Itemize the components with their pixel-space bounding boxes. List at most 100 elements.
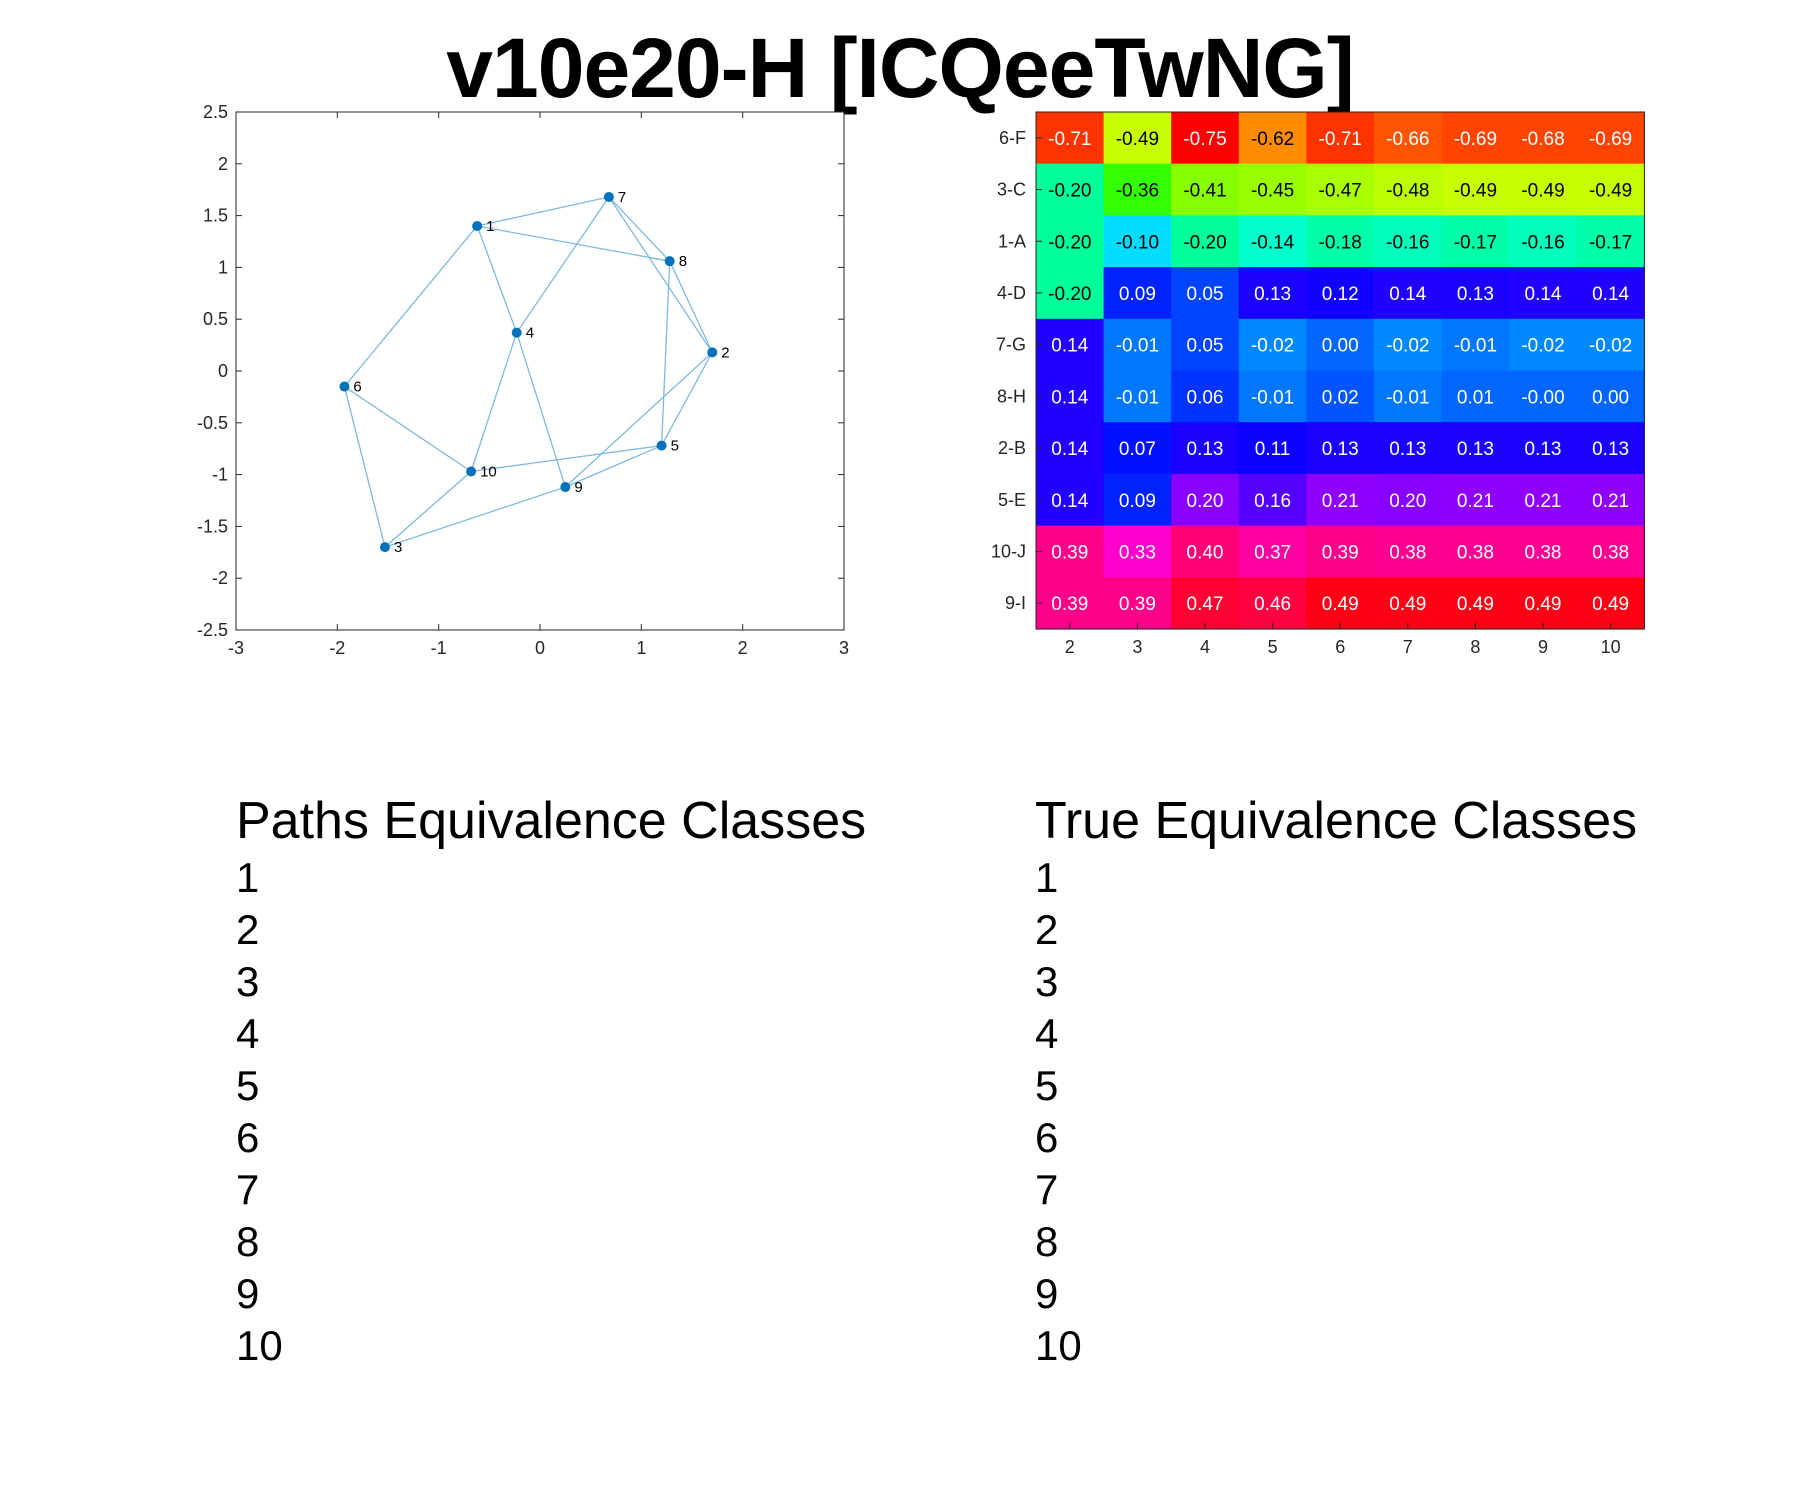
heatmap-cell: [1171, 422, 1240, 475]
graph-node: [379, 542, 390, 553]
heatmap-cell: [1036, 267, 1105, 320]
heatmap-cell-value: 0.21: [1457, 491, 1494, 512]
graph-edge: [344, 386, 472, 473]
heatmap-cell: [1036, 422, 1105, 475]
heatmap-cell: [1576, 525, 1645, 578]
graph-edge: [343, 386, 386, 548]
heatmap-cell-value: -0.47: [1319, 181, 1362, 202]
graph-node-label: 1: [486, 218, 494, 235]
heatmap-cell-value: 0.39: [1322, 542, 1359, 563]
heatmap-cell-value: 0.46: [1254, 594, 1291, 615]
true-class-item: 4: [1035, 1010, 1059, 1057]
heatmap-cell-value: -0.49: [1521, 181, 1564, 202]
heatmap-cell: [1441, 577, 1510, 630]
heatmap-cell: [1576, 370, 1645, 423]
heatmap-cell: [1171, 525, 1240, 578]
heatmap-cell-value: -0.48: [1386, 181, 1429, 202]
heatmap-cell: [1036, 215, 1105, 268]
heatmap-cell: [1103, 422, 1172, 475]
heatmap-cell-value: -0.02: [1521, 336, 1564, 357]
heatmap-cell: [1441, 215, 1510, 268]
page-title: v10e20-H [ICQeeTwNG]: [446, 21, 1354, 115]
y-tick-label: 1.5: [203, 206, 228, 226]
paths-class-item: 5: [236, 1062, 260, 1109]
y-tick-label: 2.5: [203, 102, 228, 122]
heatmap-cell: [1036, 577, 1105, 630]
heatmap-cell-value: 0.21: [1525, 491, 1562, 512]
heatmap-cell-value: 0.06: [1187, 387, 1224, 408]
paths-class-item: 4: [236, 1010, 260, 1057]
heatmap-cell-value: 0.49: [1322, 594, 1359, 615]
heatmap-cell-value: 0.01: [1457, 387, 1494, 408]
graph-node: [560, 482, 571, 493]
graph-node: [472, 220, 483, 231]
heatmap-row-label: 3-C: [997, 180, 1026, 200]
heatmap-cell: [1509, 267, 1578, 320]
heatmap-cell: [1441, 525, 1510, 578]
heatmap-cell: [1306, 163, 1375, 216]
heatmap-cell-value: 0.09: [1119, 491, 1156, 512]
heatmap-col-label: 9: [1538, 637, 1548, 657]
heatmap-cell-value: 0.14: [1051, 491, 1088, 512]
heatmap-cell-value: -0.17: [1589, 232, 1632, 253]
heatmap-cell: [1509, 525, 1578, 578]
heatmap-cell-value: 0.38: [1389, 542, 1426, 563]
heatmap-cell-value: 0.14: [1051, 387, 1088, 408]
heatmap-col-label: 3: [1132, 637, 1142, 657]
heatmap-cell: [1036, 473, 1105, 527]
heatmap-cell-value: 0.13: [1389, 439, 1426, 460]
paths-class-item: 6: [236, 1114, 260, 1161]
heatmap-cell-value: 0.14: [1389, 284, 1426, 305]
heatmap-cell-value: -0.00: [1521, 387, 1564, 408]
heatmap-cell-value: 0.13: [1592, 439, 1629, 460]
heatmap-cell: [1306, 525, 1375, 578]
heatmap-cell-value: 0.38: [1592, 542, 1629, 563]
heatmap-cell-value: 0.05: [1187, 284, 1224, 305]
paths-classes-title: Paths Equivalence Classes: [236, 792, 867, 850]
heatmap-cell: [1576, 422, 1645, 475]
y-tick-label: -2.5: [197, 620, 228, 640]
heatmap-cell: [1171, 267, 1240, 320]
paths-class-item: 10: [236, 1322, 283, 1369]
heatmap-cell-value: 0.07: [1119, 439, 1156, 460]
heatmap-cell: [1509, 370, 1578, 423]
heatmap-cell: [1374, 267, 1443, 320]
heatmap-cell: [1238, 525, 1307, 578]
true-classes-list: 1 2 3 4 5 6 7 8 9 10: [1035, 852, 1637, 1372]
heatmap-cell-value: -0.01: [1386, 387, 1429, 408]
heatmap-cell-value: 0.14: [1525, 284, 1562, 305]
heatmap-cell-value: -0.16: [1521, 232, 1564, 253]
true-class-item: 1: [1035, 854, 1059, 901]
graph-edge: [661, 352, 713, 446]
heatmap-cell: [1441, 473, 1510, 527]
heatmap-cell: [1306, 112, 1375, 165]
graph-edge: [470, 332, 518, 472]
heatmap-cell-value: 0.20: [1389, 491, 1426, 512]
heatmap-cell-value: -0.49: [1454, 181, 1497, 202]
graph-edge: [477, 196, 610, 227]
heatmap-cell-value: -0.41: [1183, 181, 1226, 202]
heatmap-cell: [1509, 422, 1578, 475]
y-tick-label: 0.5: [203, 309, 228, 329]
heatmap-cell: [1576, 577, 1645, 630]
heatmap-cell-value: -0.62: [1251, 129, 1294, 150]
heatmap-cell: [1036, 525, 1105, 578]
graph-edge: [516, 196, 610, 334]
true-class-item: 9: [1035, 1270, 1059, 1317]
heatmap-cell-value: -0.49: [1589, 181, 1632, 202]
heatmap-cell-value: 0.14: [1592, 284, 1629, 305]
heatmap-cell: [1103, 370, 1172, 423]
heatmap-cell: [1171, 370, 1240, 423]
heatmap-cell-value: -0.01: [1116, 336, 1159, 357]
network-graph-plot: -3 -2 -1 0 1 2 3 2.5 2 1.5 1 0.5 0 -0.5 -1 -1.5 -2 -2.5 1 2…: [197, 102, 849, 658]
heatmap-cell: [1103, 112, 1172, 165]
heatmap-row-label: 9-I: [1005, 593, 1026, 613]
paths-class-item: 1: [236, 854, 260, 901]
heatmap-col-label: 5: [1268, 637, 1278, 657]
heatmap-cell-value: -0.66: [1386, 129, 1429, 150]
heatmap-col-label: 2: [1065, 637, 1075, 657]
heatmap-cell: [1103, 318, 1172, 372]
heatmap-cell-value: 0.14: [1051, 439, 1088, 460]
heatmap-cell: [1374, 422, 1443, 475]
heatmap-cell-value: 0.02: [1322, 387, 1359, 408]
